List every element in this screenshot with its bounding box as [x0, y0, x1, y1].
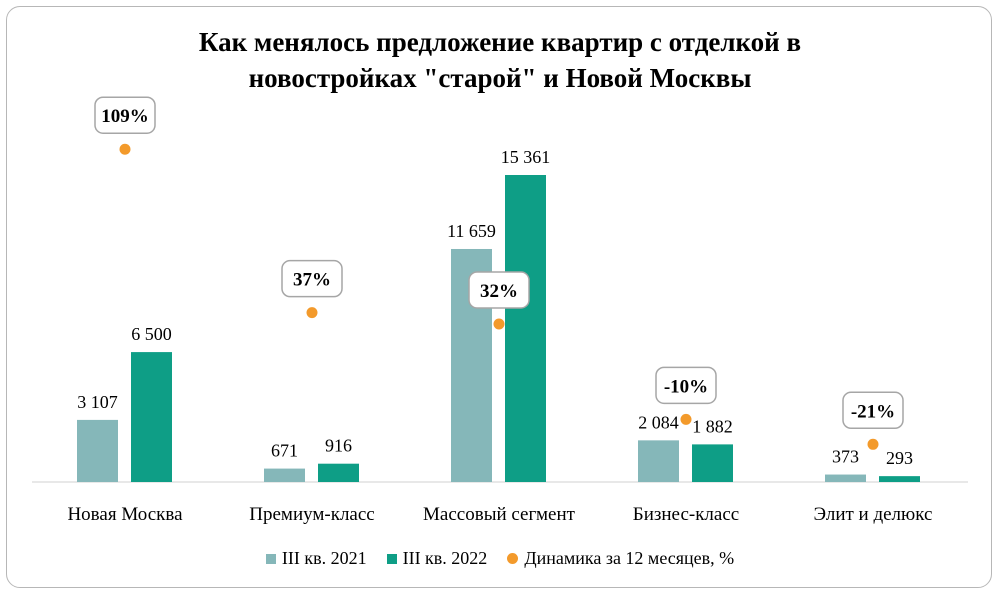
dynamics-point-1	[306, 307, 318, 319]
legend-label-2022: III кв. 2022	[402, 548, 488, 568]
data-label-2022-1: 916	[325, 436, 352, 456]
legend: III кв. 2021 III кв. 2022 Динамика за 12…	[0, 548, 1000, 569]
bar-2022-4	[879, 476, 920, 482]
legend-swatch-2021	[265, 553, 276, 564]
data-label-2021-0: 3 107	[77, 392, 118, 412]
category-label-2: Массовый сегмент	[423, 504, 576, 525]
dynamics-callout-0	[94, 96, 156, 134]
dynamics-label-1: 37%	[293, 270, 331, 291]
dynamics-label-3: -10%	[664, 376, 708, 397]
dynamics-point-3	[680, 413, 692, 425]
dynamics-point-4	[867, 438, 879, 450]
bar-2021-3	[638, 440, 679, 482]
dynamics-point-2	[493, 318, 505, 330]
data-label-2021-4: 373	[832, 447, 859, 467]
chart-title: Как менялось предложение квартир с отдел…	[0, 24, 1000, 96]
chart-title-line-1: Как менялось предложение квартир с отдел…	[198, 27, 802, 57]
dynamics-callout-3	[655, 366, 717, 405]
data-label-2022-0: 6 500	[131, 324, 172, 344]
legend-swatch-2022	[386, 553, 397, 564]
dynamics-label-0: 109%	[101, 106, 149, 127]
legend-dot-dynamics	[507, 553, 519, 564]
data-label-2022-2: 15 361	[501, 147, 551, 167]
legend-item-2021: III кв. 2021	[265, 548, 367, 569]
bar-2021-1	[264, 468, 305, 482]
dynamics-point-0	[119, 143, 131, 155]
category-label-3: Бизнес-класс	[633, 504, 739, 525]
category-label-1: Премиум-класс	[249, 504, 374, 525]
dynamics-label-4: -21%	[851, 401, 895, 422]
dynamics-label-2: 32%	[480, 281, 518, 302]
data-label-2021-3: 2 084	[638, 412, 679, 432]
chart-title-line-2: новостройках "старой" и Новой Москвы	[248, 63, 752, 93]
dynamics-callout-4	[842, 391, 904, 430]
category-label-4: Элит и делюкс	[814, 504, 933, 525]
data-label-2021-1: 671	[271, 441, 298, 461]
data-label-2021-2: 11 659	[447, 221, 496, 241]
bar-2022-0	[131, 352, 172, 482]
legend-label-2021: III кв. 2021	[281, 548, 367, 568]
data-label-2022-3: 1 882	[692, 416, 733, 436]
legend-label-dynamics: Динамика за 12 месяцев, %	[524, 548, 735, 568]
legend-item-dynamics: Динамика за 12 месяцев, %	[507, 548, 734, 569]
category-label-0: Новая Москва	[67, 504, 183, 525]
bar-2022-1	[318, 463, 359, 482]
bar-2022-3	[692, 444, 733, 482]
bar-2021-0	[77, 419, 118, 482]
dynamics-callout-2	[468, 271, 530, 309]
bar-2021-4	[825, 474, 866, 482]
bar-2022-2	[505, 175, 546, 482]
legend-item-2022: III кв. 2022	[386, 548, 488, 569]
dynamics-callout-1	[281, 259, 343, 298]
data-label-2022-4: 293	[886, 448, 913, 468]
